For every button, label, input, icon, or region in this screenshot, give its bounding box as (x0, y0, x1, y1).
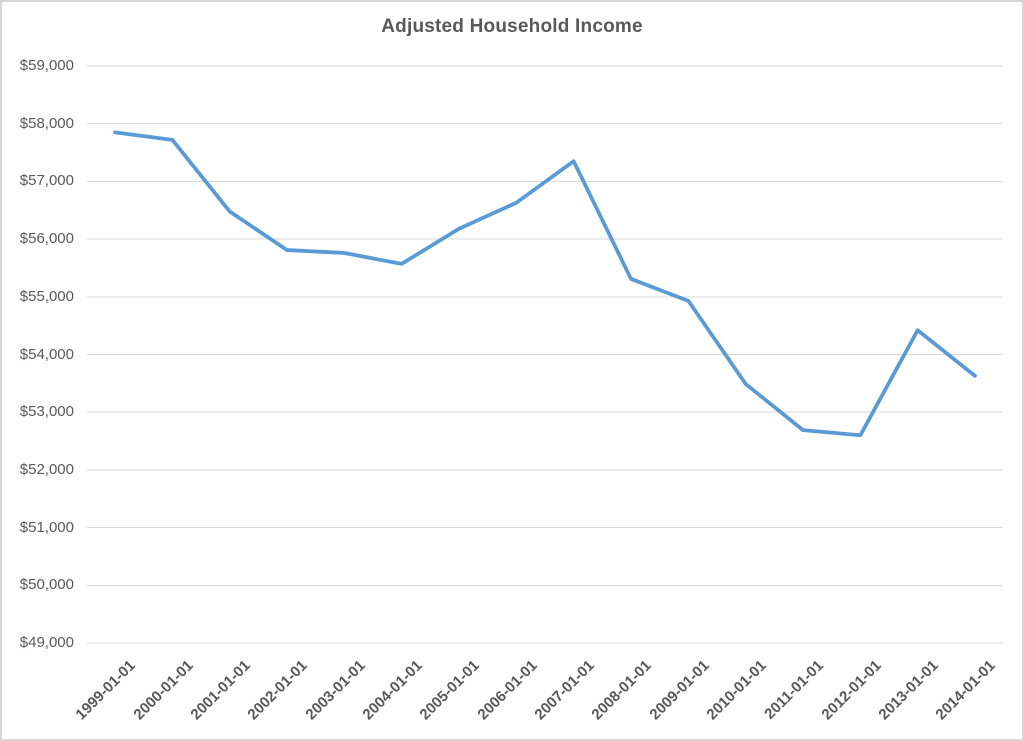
y-axis-tick-label: $54,000 (19, 345, 74, 363)
y-axis-tick-label: $56,000 (19, 230, 74, 248)
y-axis-tick-label: $57,000 (19, 172, 74, 190)
y-axis-tick-label: $50,000 (19, 576, 74, 594)
y-axis-tick-label: $51,000 (19, 518, 74, 536)
chart-title: Adjusted Household Income (381, 16, 643, 37)
y-axis-tick-label: $59,000 (19, 57, 74, 74)
y-axis-tick-label: $53,000 (19, 403, 74, 421)
y-axis-tick-label: $55,000 (19, 287, 74, 305)
y-axis-tick-label: $58,000 (19, 114, 74, 132)
y-axis-tick-label: $49,000 (19, 634, 74, 651)
y-axis-tick-label: $52,000 (19, 460, 74, 478)
income-line-series (113, 130, 977, 438)
